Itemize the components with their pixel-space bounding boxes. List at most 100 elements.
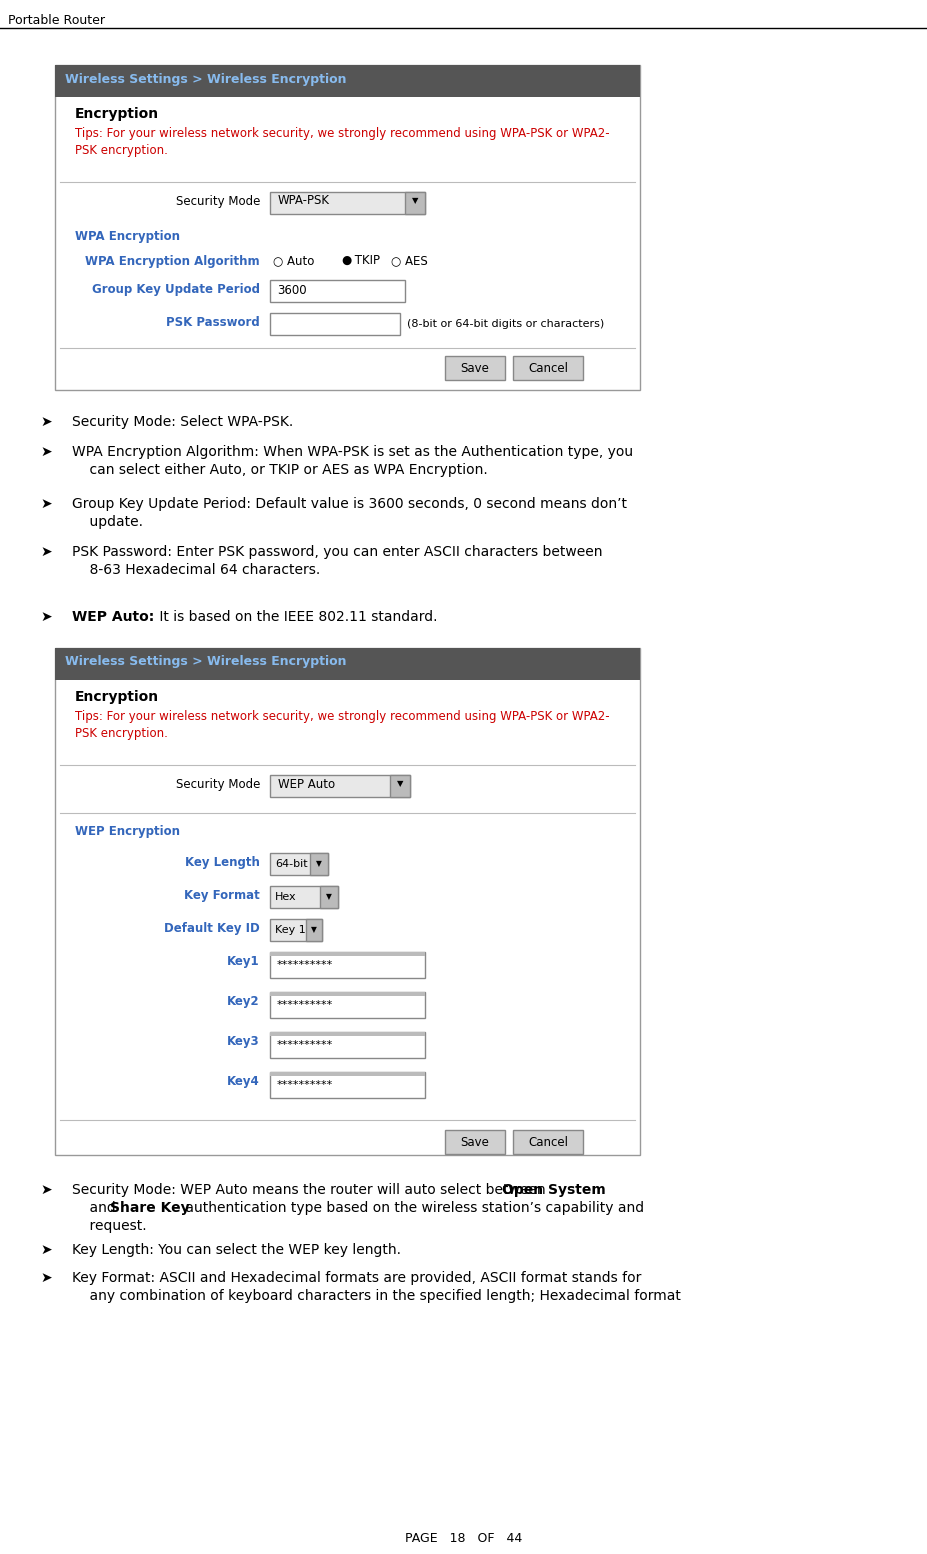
Bar (270, 1032, 425, 1058)
Text: ➤: ➤ (40, 415, 52, 429)
Text: ➤: ➤ (40, 497, 52, 511)
Text: WEP Encryption: WEP Encryption (75, 825, 180, 838)
Text: Hex: Hex (275, 892, 297, 901)
Text: Key Format: ASCII and Hexadecimal formats are provided, ASCII format stands for: Key Format: ASCII and Hexadecimal format… (72, 1271, 641, 1285)
Text: WEP Auto:: WEP Auto: (72, 611, 154, 625)
Bar (270, 853, 328, 875)
Bar (320, 886, 338, 908)
Text: 3600: 3600 (277, 284, 307, 297)
Text: **********: ********** (277, 1001, 333, 1010)
Bar (270, 953, 425, 977)
Bar (270, 991, 425, 996)
Bar (270, 1032, 425, 1037)
Text: TKIP: TKIP (351, 253, 380, 267)
Bar (55, 648, 640, 681)
Text: Encryption: Encryption (75, 107, 159, 121)
Text: Portable Router: Portable Router (8, 14, 105, 26)
Text: any combination of keyboard characters in the specified length; Hexadecimal form: any combination of keyboard characters i… (72, 1288, 680, 1302)
Text: ○ AES: ○ AES (391, 253, 427, 267)
Text: WPA Encryption Algorithm: When WPA-PSK is set as the Authentication type, you: WPA Encryption Algorithm: When WPA-PSK i… (72, 444, 633, 458)
Text: 8-63 Hexadecimal 64 characters.: 8-63 Hexadecimal 64 characters. (72, 563, 320, 577)
Bar (310, 853, 328, 875)
Text: PSK encryption.: PSK encryption. (75, 727, 168, 740)
Text: ➤: ➤ (40, 545, 52, 559)
Bar (55, 65, 640, 390)
Text: ➤: ➤ (40, 1183, 52, 1197)
Text: WEP Auto: WEP Auto (278, 777, 336, 791)
Text: authentication type based on the wireless station’s capability and: authentication type based on the wireles… (181, 1201, 644, 1215)
Text: ○ Auto: ○ Auto (273, 253, 314, 267)
Text: WPA Encryption Algorithm: WPA Encryption Algorithm (85, 255, 260, 267)
Text: It is based on the IEEE 802.11 standard.: It is based on the IEEE 802.11 standard. (155, 611, 438, 625)
Text: Key4: Key4 (227, 1075, 260, 1088)
Text: and: and (72, 1201, 121, 1215)
Bar (270, 918, 322, 942)
Text: ●: ● (341, 253, 351, 267)
Bar (55, 648, 640, 1155)
Text: ▼: ▼ (326, 892, 332, 901)
Text: ➤: ➤ (40, 1243, 52, 1257)
Text: Security Mode: Select WPA-PSK.: Security Mode: Select WPA-PSK. (72, 415, 293, 429)
Text: Key Format: Key Format (184, 889, 260, 901)
Bar (270, 1072, 425, 1075)
Text: Key2: Key2 (227, 995, 260, 1009)
Bar (270, 312, 400, 336)
Bar (405, 193, 425, 214)
Text: ▼: ▼ (316, 859, 322, 869)
Bar (513, 1130, 583, 1155)
Bar (270, 953, 425, 956)
Bar (270, 280, 405, 301)
Text: update.: update. (72, 514, 143, 528)
Text: ➤: ➤ (40, 1271, 52, 1285)
Text: Encryption: Encryption (75, 690, 159, 704)
Text: PSK Password: PSK Password (166, 315, 260, 329)
Text: Security Mode: Security Mode (175, 779, 260, 791)
Text: Key 1: Key 1 (275, 925, 306, 936)
Text: (8-bit or 64-bit digits or characters): (8-bit or 64-bit digits or characters) (407, 319, 604, 329)
Text: PAGE   18   OF   44: PAGE 18 OF 44 (405, 1532, 522, 1545)
Bar (513, 356, 583, 381)
Text: Save: Save (461, 362, 489, 375)
Text: ▼: ▼ (397, 780, 403, 788)
Bar (270, 1072, 425, 1099)
Text: **********: ********** (277, 1040, 333, 1051)
Text: Share Key: Share Key (110, 1201, 190, 1215)
Bar (55, 65, 640, 96)
Text: **********: ********** (277, 960, 333, 970)
Text: ▼: ▼ (311, 926, 317, 934)
Text: Group Key Update Period: Default value is 3600 seconds, 0 second means don’t: Group Key Update Period: Default value i… (72, 497, 627, 511)
Bar (445, 356, 505, 381)
Text: Wireless Settings > Wireless Encryption: Wireless Settings > Wireless Encryption (65, 656, 347, 668)
Text: Key Length: Key Length (185, 856, 260, 869)
Text: ➤: ➤ (40, 611, 52, 625)
Text: Default Key ID: Default Key ID (164, 922, 260, 936)
Text: 64-bit: 64-bit (275, 859, 308, 869)
Text: can select either Auto, or TKIP or AES as WPA Encryption.: can select either Auto, or TKIP or AES a… (72, 463, 488, 477)
Bar (270, 193, 425, 214)
Bar (306, 918, 322, 942)
Text: Save: Save (461, 1136, 489, 1148)
Text: **********: ********** (277, 1080, 333, 1089)
Text: Tips: For your wireless network security, we strongly recommend using WPA-PSK or: Tips: For your wireless network security… (75, 710, 610, 723)
Bar (445, 1130, 505, 1155)
Bar (270, 775, 410, 797)
Text: Security Mode: WEP Auto means the router will auto select between: Security Mode: WEP Auto means the router… (72, 1183, 550, 1197)
Text: Open System: Open System (502, 1183, 605, 1197)
Text: Security Mode: Security Mode (175, 194, 260, 208)
Text: PSK encryption.: PSK encryption. (75, 145, 168, 157)
Text: Group Key Update Period: Group Key Update Period (92, 283, 260, 295)
Text: Cancel: Cancel (528, 362, 568, 375)
Text: PSK Password: Enter PSK password, you can enter ASCII characters between: PSK Password: Enter PSK password, you ca… (72, 545, 603, 559)
Text: request.: request. (72, 1218, 146, 1232)
Text: Cancel: Cancel (528, 1136, 568, 1148)
Text: Key1: Key1 (227, 956, 260, 968)
Bar (270, 991, 425, 1018)
Text: Tips: For your wireless network security, we strongly recommend using WPA-PSK or: Tips: For your wireless network security… (75, 127, 610, 140)
Text: ▼: ▼ (412, 196, 418, 205)
Bar (390, 775, 410, 797)
Text: WPA Encryption: WPA Encryption (75, 230, 180, 242)
Text: Wireless Settings > Wireless Encryption: Wireless Settings > Wireless Encryption (65, 73, 347, 85)
Text: Key Length: You can select the WEP key length.: Key Length: You can select the WEP key l… (72, 1243, 401, 1257)
Text: WPA-PSK: WPA-PSK (278, 194, 330, 208)
Text: ➤: ➤ (40, 444, 52, 458)
